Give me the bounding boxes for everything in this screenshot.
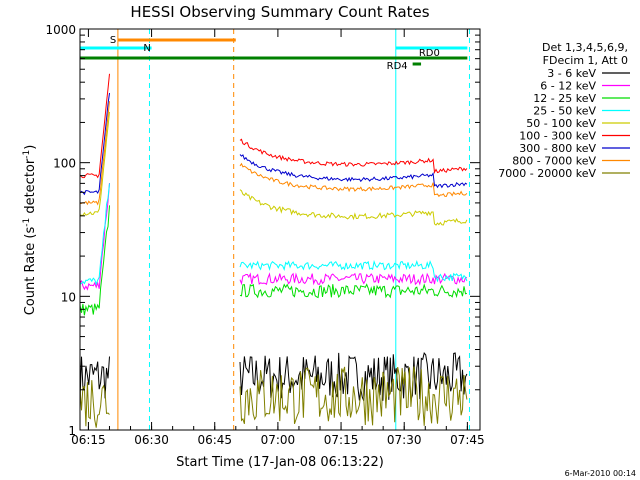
- plot-frame: [79, 28, 481, 431]
- legend-label: 6 - 12 keV: [540, 80, 596, 93]
- y-axis-label-sup1: -1: [22, 218, 32, 227]
- footer-timestamp: 6-Mar-2010 00:14: [565, 469, 636, 478]
- legend-label: 25 - 50 keV: [533, 105, 596, 118]
- flag-bar-label: S: [110, 35, 116, 46]
- series-line: [79, 183, 110, 291]
- series-line: [239, 272, 467, 286]
- series-line: [239, 138, 468, 174]
- x-axis-label: Start Time (17-Jan-08 06:13:22): [176, 455, 384, 470]
- y-axis-label-part3: ): [23, 145, 38, 150]
- y-axis-label-part1: Count Rate (s: [23, 227, 38, 316]
- plot-area: S N RD0 RD4: [79, 29, 470, 430]
- series-line: [239, 162, 468, 198]
- legend-label: 100 - 300 keV: [519, 130, 596, 143]
- legend: Det 1,3,4,5,6,9, FDecim 1, Att 0 3 - 6 k…: [498, 41, 630, 180]
- series-line: [239, 259, 468, 283]
- series-line: [239, 154, 468, 189]
- legend-label: 50 - 100 keV: [526, 117, 596, 130]
- series-line: [239, 366, 468, 426]
- series-line: [79, 380, 110, 428]
- legend-label: 7000 - 20000 keV: [498, 167, 596, 180]
- series-3: [79, 183, 468, 286]
- series-line: [79, 111, 110, 216]
- x-tick-label: 06:30: [134, 433, 169, 447]
- series-6: [79, 92, 468, 196]
- flag-bar-label: N: [143, 43, 150, 54]
- x-tick-label: 07:15: [324, 433, 359, 447]
- y-axis-label: Count Rate (s-1 detector-1): [22, 145, 38, 316]
- series-line: [79, 92, 110, 196]
- y-axis-label-part2: detector: [23, 158, 38, 218]
- series-1: [79, 183, 467, 291]
- y-tick-label: 1000: [45, 23, 76, 37]
- y-tick-label: 100: [53, 157, 76, 171]
- y-tick-label: 1: [68, 424, 76, 438]
- legend-label: 800 - 7000 keV: [512, 155, 596, 168]
- x-axis: 06:15 06:30 06:45 07:00 07:15 07:30 07:45: [71, 29, 485, 447]
- chart-title: HESSI Observing Summary Count Rates: [130, 3, 429, 21]
- legend-header-line-2: FDecim 1, Att 0: [543, 54, 628, 67]
- x-tick-label: 07:30: [387, 433, 422, 447]
- series-line: [239, 283, 468, 299]
- flag-bar-label: RD0: [419, 48, 440, 59]
- series-4: [79, 111, 468, 226]
- x-tick-label: 06:45: [197, 433, 232, 447]
- legend-label: 12 - 25 keV: [533, 92, 596, 105]
- series-line: [79, 205, 110, 316]
- series-8: [79, 366, 468, 428]
- legend-label: 300 - 800 keV: [519, 142, 596, 155]
- x-tick-label: 06:15: [71, 433, 106, 447]
- y-axis: 1 10 100 1000: [45, 23, 480, 438]
- series-line: [79, 183, 110, 286]
- series-line: [79, 73, 110, 179]
- series-2: [79, 205, 468, 316]
- legend-label: 3 - 6 keV: [547, 67, 596, 80]
- series-line: [239, 189, 468, 226]
- x-tick-label: 07:45: [450, 433, 485, 447]
- flag-bar-label: RD4: [387, 61, 408, 72]
- legend-header-line-1: Det 1,3,4,5,6,9,: [542, 41, 628, 54]
- series-5: [79, 73, 468, 179]
- y-axis-label-sup2: -1: [22, 150, 32, 159]
- x-tick-label: 07:00: [261, 433, 296, 447]
- y-tick-label: 10: [61, 290, 76, 304]
